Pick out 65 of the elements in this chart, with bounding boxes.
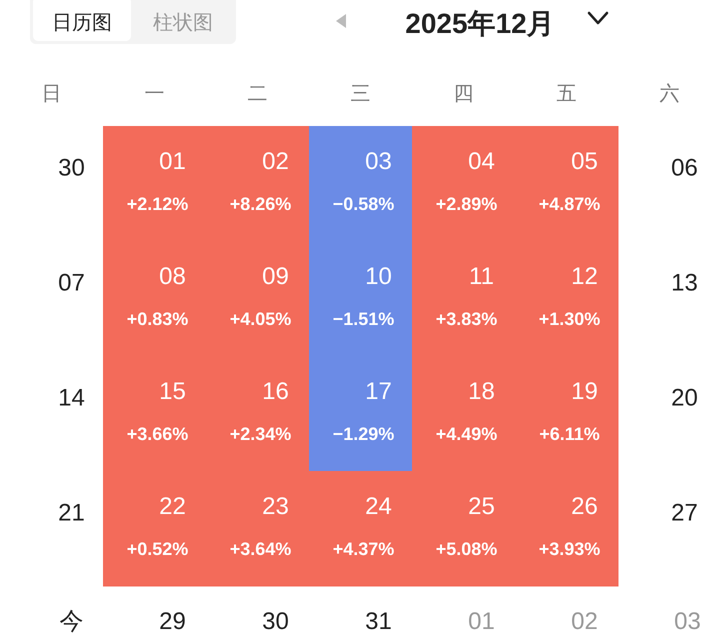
text: 六 xyxy=(660,83,680,105)
annotation: 26 xyxy=(571,493,598,520)
text: 今 xyxy=(60,608,84,635)
data-label: +8.26% xyxy=(230,194,292,214)
annotation: 17 xyxy=(365,378,392,405)
text: 29 xyxy=(159,608,186,635)
annotation: 09 xyxy=(262,263,289,290)
annotation: 12 xyxy=(571,263,598,290)
data-label: +2.89% xyxy=(436,194,498,214)
y-tick-label: 07 xyxy=(58,270,85,296)
annotation: 01 xyxy=(159,148,186,175)
y2-tick-label: 13 xyxy=(671,270,698,296)
x-tick-label: 四 xyxy=(454,83,474,105)
annotation: 03 xyxy=(365,148,392,175)
annotation: 19 xyxy=(571,378,598,405)
text: 日 xyxy=(42,83,62,105)
text: 柱状图 xyxy=(153,12,213,34)
y2-tick-label: 20 xyxy=(671,384,698,412)
text: 日历图 xyxy=(52,12,112,34)
y2-tick-label: 27 xyxy=(671,500,698,526)
x-tick-label: 五 xyxy=(556,83,576,105)
data-label: +3.83% xyxy=(436,309,498,329)
text: 30 xyxy=(262,608,289,635)
y2-tick-label: 06 xyxy=(671,154,698,182)
data-label: +1.30% xyxy=(538,309,600,329)
annotation: 25 xyxy=(468,493,495,520)
x-tick-label: 三 xyxy=(350,83,370,105)
chart-title: 2025年12月 xyxy=(405,8,555,39)
data-label: +4.49% xyxy=(436,424,498,444)
data-label: −1.51% xyxy=(332,309,394,329)
data-label: +2.34% xyxy=(230,424,292,444)
y-tick-label: 21 xyxy=(58,500,85,526)
annotation: 04 xyxy=(468,148,495,175)
text: 03 xyxy=(674,608,701,635)
data-label: +3.64% xyxy=(230,539,292,559)
data-label: +3.66% xyxy=(126,424,188,444)
annotation: 16 xyxy=(262,378,289,405)
y-tick-label: 14 xyxy=(58,384,85,412)
data-label: +3.93% xyxy=(538,539,600,559)
annotation: 05 xyxy=(571,148,598,175)
text: 31 xyxy=(365,608,392,635)
annotation: 23 xyxy=(262,493,289,520)
data-label: +2.12% xyxy=(126,194,188,214)
data-label: +6.11% xyxy=(539,424,600,444)
data-label: −0.58% xyxy=(332,194,394,214)
text: 02 xyxy=(571,608,598,635)
annotation: 15 xyxy=(159,378,186,405)
annotation: 08 xyxy=(159,263,186,290)
data-label: +0.52% xyxy=(126,539,188,559)
data-label: +4.05% xyxy=(230,309,292,329)
annotation: 24 xyxy=(365,493,392,520)
data-label: −1.29% xyxy=(332,424,394,444)
annotation: 22 xyxy=(159,493,186,520)
data-label: +5.08% xyxy=(436,539,498,559)
data-label: +4.37% xyxy=(332,539,394,559)
y-tick-label: 30 xyxy=(58,154,85,182)
data-label: +4.87% xyxy=(538,194,600,214)
annotation: 18 xyxy=(468,378,495,405)
x-tick-label: 一 xyxy=(144,83,164,105)
x-tick-label: 二 xyxy=(248,83,268,105)
annotation: 11 xyxy=(469,263,494,290)
data-label: +0.83% xyxy=(126,309,188,329)
annotation: 02 xyxy=(262,148,289,175)
text: 01 xyxy=(468,608,495,635)
annotation: 10 xyxy=(365,263,392,290)
